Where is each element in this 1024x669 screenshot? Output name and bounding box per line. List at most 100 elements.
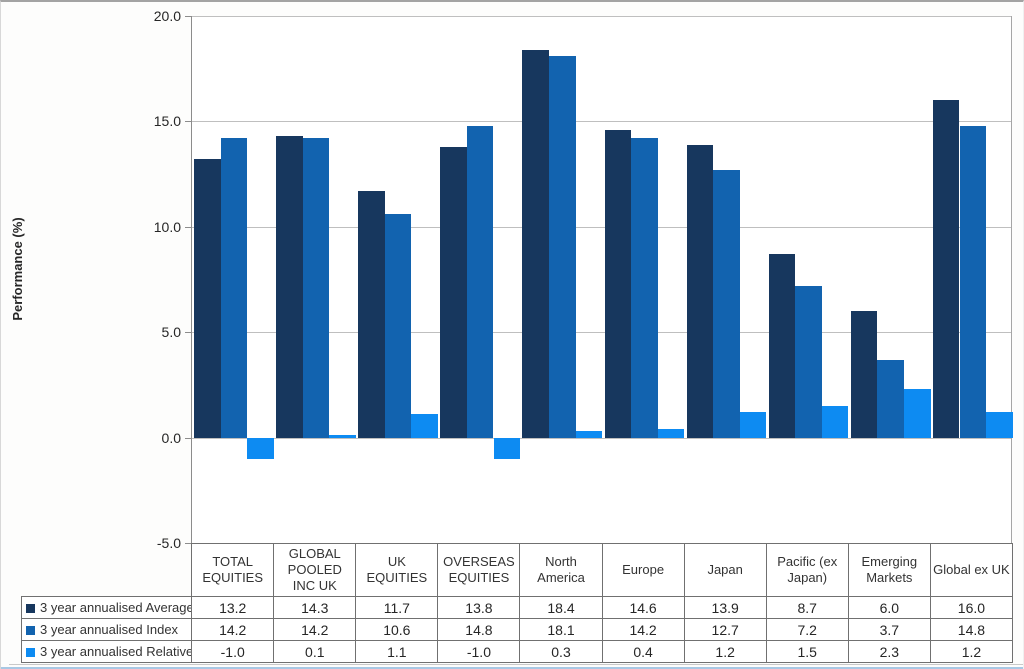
- gridline: [192, 121, 1011, 123]
- value-cell: 7.2: [765, 618, 849, 641]
- bar: [194, 159, 221, 438]
- bar: [466, 125, 494, 438]
- legend-cell: 3 year annualised Index: [20, 618, 193, 641]
- bar: [986, 412, 1013, 438]
- y-tick-label: 5.0: [161, 324, 181, 341]
- legend-key-icon: [26, 648, 35, 657]
- bar: [959, 125, 987, 438]
- table-corner-blank: [22, 544, 192, 597]
- category-header-cell: OVERSEAS EQUITIES: [437, 543, 521, 597]
- value-cell: 13.2: [191, 596, 275, 619]
- bar: [302, 138, 330, 438]
- bar: [549, 56, 576, 438]
- category-header-cell: TOTAL EQUITIES: [191, 543, 275, 597]
- legend-key-icon: [26, 626, 35, 635]
- value-cell: 8.7: [765, 596, 849, 619]
- value-cell: 14.8: [437, 618, 521, 641]
- bar: [932, 100, 960, 438]
- bar: [247, 437, 274, 459]
- y-tick-mark: [185, 332, 191, 334]
- value-cell: 0.3: [519, 640, 603, 663]
- bar: [686, 144, 714, 438]
- bar: [877, 359, 904, 438]
- data-table: TOTAL EQUITIES GLOBAL POOLED INC UK UK EQU…: [20, 543, 1014, 663]
- value-cell: 13.9: [683, 596, 767, 619]
- value-cell: 14.3: [273, 596, 357, 619]
- bar: [276, 136, 303, 438]
- legend-key-icon: [26, 604, 35, 613]
- legend-label: 3 year annualised Average: [40, 600, 192, 615]
- value-cell: 6.0: [847, 596, 931, 619]
- bar: [904, 389, 931, 438]
- value-cell: -1.0: [437, 640, 521, 663]
- legend-cell: 3 year annualised Relative: [20, 640, 193, 663]
- value-cell: 10.6: [355, 618, 439, 641]
- bar: [713, 169, 740, 438]
- bar: [821, 405, 849, 438]
- value-cell: 16.0: [929, 596, 1014, 619]
- value-cell: 11.7: [355, 596, 439, 619]
- y-tick-mark: [185, 121, 191, 123]
- y-tick-label: 20.0: [153, 8, 181, 24]
- y-tick-label: 10.0: [153, 218, 181, 235]
- value-cell: 13.8: [437, 596, 521, 619]
- gridline: [192, 437, 1011, 439]
- value-cell: 14.2: [273, 618, 357, 641]
- value-cell: 0.4: [601, 640, 685, 663]
- value-cell: 14.8: [929, 618, 1014, 641]
- category-header-cell: Japan: [683, 543, 767, 597]
- value-cell: 12.7: [683, 618, 767, 641]
- category-header-cell: Emerging Markets: [847, 543, 931, 597]
- y-tick-mark: [185, 226, 191, 228]
- bar: [850, 311, 878, 438]
- value-cell: 14.2: [191, 618, 275, 641]
- legend-cell: 3 year annualised Average: [20, 596, 193, 619]
- category-header-cell: GLOBAL POOLED INC UK: [273, 543, 357, 597]
- value-cell: 1.1: [355, 640, 439, 663]
- bar: [329, 435, 356, 438]
- plot-area: [191, 16, 1013, 543]
- gridline: [192, 16, 1011, 17]
- bar: [522, 49, 549, 438]
- bar: [768, 254, 796, 438]
- bar: [384, 214, 412, 438]
- value-cell: 1.5: [765, 640, 849, 663]
- bar: [411, 414, 438, 438]
- value-cell: 2.3: [847, 640, 931, 663]
- y-tick-mark: [185, 543, 191, 544]
- chart-frame-line: [9, 664, 1023, 665]
- value-cell: 1.2: [683, 640, 767, 663]
- value-cell: 14.2: [601, 618, 685, 641]
- y-tick-mark: [185, 437, 191, 439]
- value-cell: 0.1: [273, 640, 357, 663]
- y-tick-label: 0.0: [161, 429, 181, 446]
- value-cell: -1.0: [191, 640, 275, 663]
- bar: [604, 129, 632, 438]
- value-cell: 18.4: [519, 596, 603, 619]
- y-tick-label: -5.0: [156, 535, 181, 551]
- category-header-cell: Global ex UK: [929, 543, 1014, 597]
- legend-label: 3 year annualised Index: [40, 622, 179, 637]
- value-cell: 18.1: [519, 618, 603, 641]
- category-header-cell: Europe: [601, 543, 685, 597]
- gridline: [192, 332, 1011, 334]
- bar: [657, 429, 685, 438]
- y-tick-label: 15.0: [153, 113, 181, 130]
- bar: [795, 285, 822, 438]
- value-cell: 3.7: [847, 618, 931, 641]
- y-axis-title: Performance (%): [10, 217, 25, 321]
- bar: [493, 437, 521, 459]
- category-header-cell: UK EQUITIES: [355, 543, 439, 597]
- bar: [739, 412, 767, 438]
- gridline: [192, 226, 1011, 228]
- bar: [575, 431, 603, 438]
- value-cell: 14.6: [601, 596, 685, 619]
- bar: [358, 190, 385, 438]
- bar: [220, 138, 248, 438]
- bar: [440, 146, 467, 438]
- legend-label: 3 year annualised Relative: [40, 644, 192, 659]
- y-tick-mark: [185, 16, 191, 17]
- chart-frame-bottom: [1, 667, 1023, 669]
- category-header-cell: North America: [519, 543, 603, 597]
